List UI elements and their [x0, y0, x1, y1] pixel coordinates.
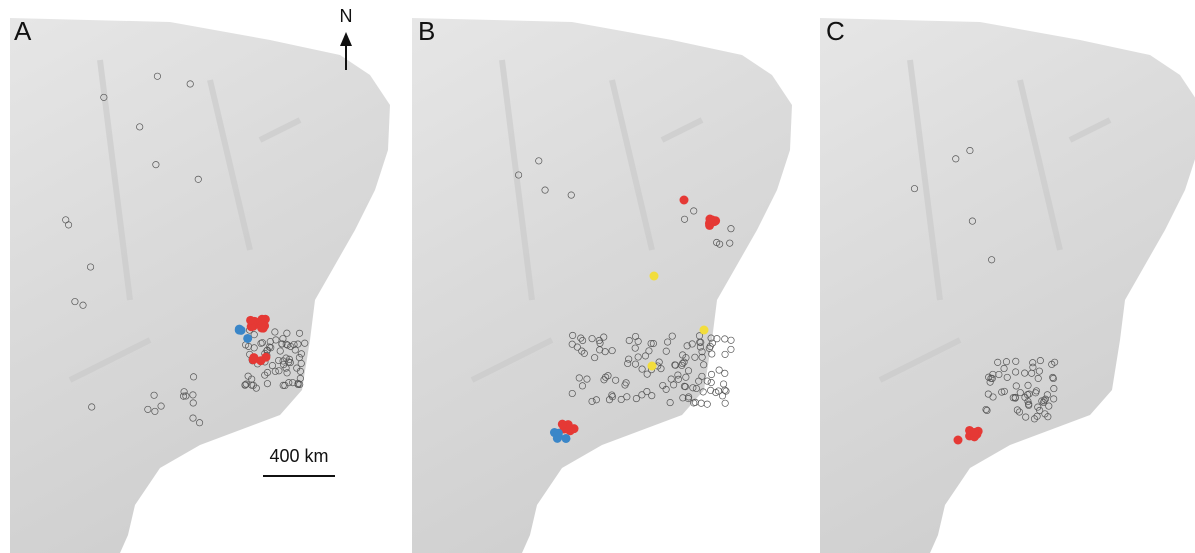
land — [820, 18, 1195, 553]
sample-point — [237, 326, 246, 335]
record-point — [722, 370, 728, 376]
sample-point — [650, 272, 659, 281]
panel-label: A — [14, 16, 32, 46]
page: A B C N 400 km (() => { const data = JSO… — [0, 0, 1195, 553]
map-panel — [820, 18, 1195, 553]
record-point — [708, 379, 714, 385]
sample-point — [558, 420, 567, 429]
figure: A B C N 400 km — [0, 0, 1195, 553]
record-point — [714, 335, 720, 341]
sample-point — [256, 356, 265, 365]
record-point — [722, 400, 728, 406]
sample-point — [561, 434, 570, 443]
sample-point — [243, 334, 252, 343]
land — [10, 18, 390, 553]
sample-point — [970, 428, 979, 437]
land — [412, 18, 792, 553]
record-point — [720, 381, 726, 387]
scale-label: 400 km — [269, 446, 328, 466]
record-point — [728, 346, 734, 352]
record-point — [719, 393, 725, 399]
map-panels — [10, 18, 1195, 553]
record-point — [698, 400, 704, 406]
map-panel — [412, 18, 792, 553]
sample-point — [954, 436, 963, 445]
map-panel — [10, 18, 390, 553]
record-point — [707, 387, 713, 393]
sample-point — [705, 215, 714, 224]
panel-label: C — [826, 16, 845, 46]
panel-label: B — [418, 16, 435, 46]
record-point — [708, 371, 714, 377]
sample-point — [648, 362, 657, 371]
sample-point — [246, 316, 255, 325]
sample-point — [257, 323, 266, 332]
record-point — [704, 401, 710, 407]
record-point — [722, 336, 728, 342]
north-label: N — [340, 6, 353, 26]
sample-point — [550, 428, 559, 437]
record-point — [722, 351, 728, 357]
sample-point — [680, 196, 689, 205]
record-point — [728, 337, 734, 343]
record-point — [716, 367, 722, 373]
sample-point — [700, 326, 709, 335]
